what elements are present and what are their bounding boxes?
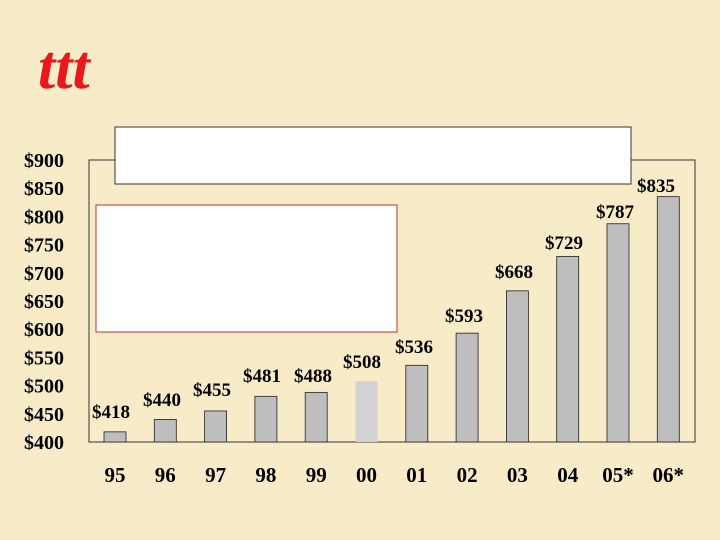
data-label: $536 [395,337,433,358]
bar-99 [304,391,328,443]
y-tick-label: $450 [24,404,64,426]
bar-02 [455,332,479,443]
y-tick-label: $500 [24,376,64,398]
data-label: $488 [294,366,332,387]
data-label: $481 [243,366,281,387]
company-logo: ttt [38,34,91,102]
bar-04 [556,256,580,443]
bar-06-est [656,196,680,443]
x-tick-label: 02 [457,463,478,487]
bar-97 [204,410,228,443]
y-tick-label: $900 [24,150,64,172]
data-labels: $418 $440 $455 $481 $488 $508 $536 $593 $668 $729… [92,176,675,423]
bar-series [103,196,680,443]
logo-text: ttt [38,34,91,102]
x-tick-label: 95 [105,463,126,487]
y-tick-label: $850 [24,178,64,200]
data-label: $835 [637,176,675,197]
x-tick-label: 96 [155,463,176,487]
y-tick-label: $550 [24,347,64,369]
bar-95 [103,431,127,443]
data-label: $668 [495,262,533,283]
y-tick-label: $700 [24,263,64,285]
x-tick-label: 01 [406,463,427,487]
x-axis-ticks: 95 96 97 98 99 00 01 02 03 04 05* 06* [105,463,685,487]
title-box [114,126,632,185]
data-label: $418 [92,402,130,423]
bar-98 [254,395,278,443]
x-tick-label: 00 [356,463,377,487]
bar-03 [505,290,529,443]
x-tick-label: 97 [205,463,226,487]
bar-96 [153,419,177,443]
data-label: $593 [445,306,483,327]
x-tick-label: 99 [306,463,327,487]
data-label: $440 [143,390,181,411]
x-tick-label: 98 [255,463,276,487]
x-tick-label: 04 [557,463,579,487]
y-tick-label: $400 [24,432,64,454]
x-tick-label: 05* [602,463,634,487]
x-tick-label: 06* [653,463,685,487]
note-box [95,204,398,333]
y-tick-label: $650 [24,291,64,313]
data-label: $787 [596,202,635,223]
data-label: $508 [343,352,381,373]
data-label: $455 [193,380,231,401]
y-tick-label: $600 [24,319,64,341]
data-label: $729 [545,233,583,254]
bar-05-est [606,223,630,443]
y-axis-ticks: $400 $450 $500 $550 $600 $650 $700 $750 $800 $850… [24,150,64,454]
bar-00 [355,381,378,442]
x-tick-label: 03 [507,463,528,487]
y-tick-label: $800 [24,206,64,228]
bar-01 [405,364,429,443]
y-tick-label: $750 [24,235,64,257]
